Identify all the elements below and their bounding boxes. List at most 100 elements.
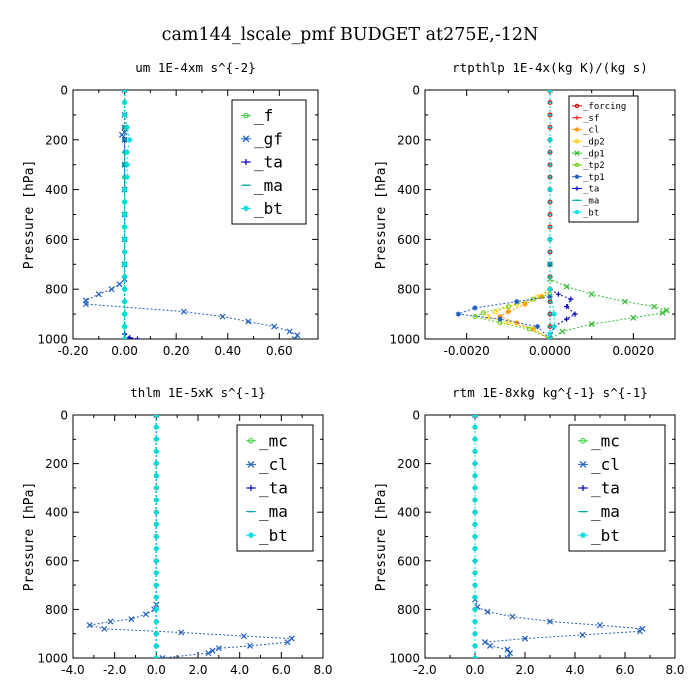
data-point	[484, 608, 491, 615]
legend: _f _gf _ta _ma _bt	[231, 99, 307, 225]
data-point	[564, 316, 570, 322]
chart-panel-4: rtm 1E-8xkg kg^{-1} s^{-1} Pressure [hPa]…	[374, 385, 685, 677]
legend-marker	[243, 112, 249, 119]
series_bt	[472, 415, 478, 658]
data-point	[215, 645, 222, 652]
series-line	[89, 415, 294, 658]
data-point	[153, 618, 159, 625]
legend-marker	[247, 460, 255, 468]
legend-marker	[574, 174, 580, 179]
data-point	[219, 313, 226, 320]
data-point	[124, 162, 130, 168]
data-point	[153, 606, 159, 612]
y-tick-label: 400	[45, 183, 68, 197]
legend-label: _cl	[259, 455, 288, 474]
data-point	[534, 323, 541, 330]
legend-marker	[574, 150, 580, 156]
data-point	[472, 594, 478, 600]
legend-label: _ma	[583, 196, 599, 206]
data-point	[153, 461, 159, 467]
data-point	[472, 461, 478, 467]
data-point	[564, 304, 570, 310]
data-point	[504, 646, 511, 653]
data-point	[472, 570, 478, 576]
legend-label: _cl	[591, 455, 620, 474]
data-point	[547, 137, 553, 143]
series_tp1	[455, 90, 553, 339]
data-point	[472, 558, 478, 564]
legend-label: _sf	[583, 114, 599, 124]
data-point	[153, 570, 159, 576]
legend-label: _bt	[254, 199, 283, 218]
series_cl	[497, 90, 553, 339]
legend-marker	[574, 103, 580, 109]
legend-label: _ta	[254, 153, 283, 172]
y-axis-label: Pressure [hPa]	[374, 482, 389, 592]
data-point	[472, 582, 478, 588]
x-tick-label: 0.0000	[529, 344, 571, 358]
legend-label: _ma	[259, 502, 288, 521]
x-tick-label: 0.20	[163, 344, 190, 358]
data-point	[472, 631, 478, 637]
data-point	[108, 286, 115, 293]
data-point	[128, 616, 135, 623]
x-tick-label: 6.0	[272, 663, 291, 677]
legend-marker	[248, 438, 254, 444]
data-point	[588, 291, 595, 298]
y-axis-label: Pressure [hPa]	[374, 160, 389, 270]
data-point	[472, 415, 478, 418]
panel-title: thlm 1E-5xK s^{-1}	[130, 385, 265, 400]
legend: _forcing _sf _cl_dp2 _dp1 _tp2 _tp1 _ta_ma _bt	[568, 95, 639, 223]
data-point	[651, 303, 658, 310]
series_bt	[547, 90, 557, 339]
data-point	[472, 533, 478, 540]
x-tick-label: 0.60	[266, 344, 293, 358]
legend-marker	[574, 186, 580, 191]
y-tick-label: 600	[45, 554, 68, 568]
data-point	[240, 633, 247, 640]
data-point	[455, 311, 461, 317]
data-point	[153, 436, 159, 442]
plot-area	[86, 415, 295, 658]
x-tick-label: 6.0	[615, 663, 634, 677]
y-tick-label: 1000	[37, 333, 68, 347]
data-point	[472, 509, 478, 515]
x-tick-label: 0.0020	[612, 344, 654, 358]
data-point	[124, 174, 130, 180]
y-tick-label: 1000	[389, 652, 420, 666]
data-point	[118, 131, 126, 138]
legend-label: _bt	[259, 526, 288, 545]
legend-label: _cl	[583, 126, 599, 136]
data-point	[547, 331, 553, 337]
data-point	[505, 309, 511, 315]
data-point	[559, 328, 566, 335]
series-line	[473, 90, 551, 339]
data-point	[551, 311, 557, 317]
x-tick-label: 8.0	[665, 663, 684, 677]
y-tick-label: 0	[412, 84, 420, 98]
series_bt	[153, 415, 159, 658]
data-point	[121, 199, 128, 205]
y-tick-label: 0	[60, 409, 68, 423]
data-point	[636, 628, 644, 635]
plot-area	[82, 90, 301, 339]
data-point	[472, 497, 478, 503]
data-point	[127, 137, 133, 143]
data-point	[116, 281, 123, 288]
y-tick-label: 400	[45, 506, 68, 520]
data-point	[153, 631, 159, 637]
legend-marker	[579, 460, 587, 468]
data-point	[245, 318, 252, 325]
data-point	[472, 424, 478, 430]
data-point	[121, 274, 128, 280]
data-point	[547, 90, 553, 93]
data-point	[547, 187, 553, 193]
data-point	[153, 558, 159, 564]
data-point	[294, 332, 301, 339]
legend-marker	[248, 485, 254, 491]
data-point	[134, 336, 141, 339]
legend-label: _gf	[254, 129, 283, 148]
legend-marker	[242, 135, 250, 143]
data-point	[547, 236, 553, 242]
data-point	[547, 286, 553, 292]
